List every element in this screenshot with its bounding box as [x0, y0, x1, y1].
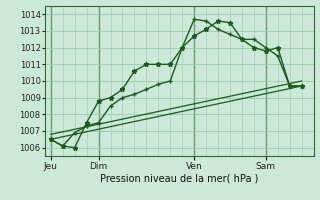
X-axis label: Pression niveau de la mer( hPa ): Pression niveau de la mer( hPa ): [100, 173, 258, 183]
